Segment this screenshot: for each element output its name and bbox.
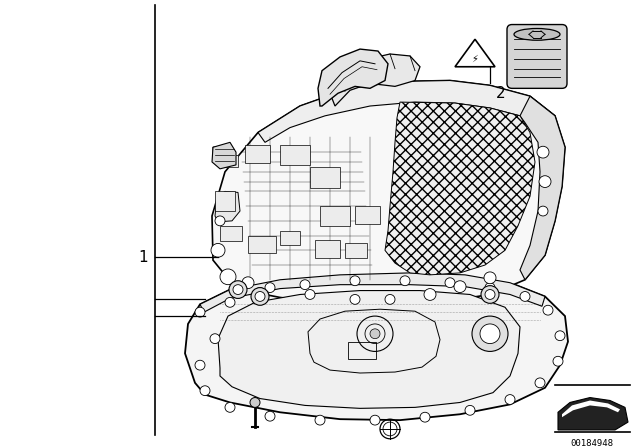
Bar [280,231,300,246]
Circle shape [251,288,269,305]
Polygon shape [520,96,565,280]
Circle shape [385,294,395,304]
Text: 1: 1 [138,250,148,265]
Bar [248,236,276,253]
Circle shape [350,294,360,304]
Circle shape [424,289,436,300]
Text: ⚡: ⚡ [472,54,479,64]
Circle shape [211,243,225,257]
Polygon shape [558,397,628,430]
Bar [280,145,310,165]
Polygon shape [213,145,232,167]
Circle shape [400,276,410,286]
Circle shape [465,405,475,415]
Polygon shape [318,49,388,106]
Circle shape [555,331,565,340]
Circle shape [265,283,275,293]
Circle shape [315,415,325,425]
Bar [245,145,270,163]
FancyBboxPatch shape [507,25,567,88]
Circle shape [535,378,545,388]
Circle shape [242,277,254,289]
Circle shape [445,278,455,288]
Text: 2: 2 [496,86,506,101]
Circle shape [225,402,235,412]
Circle shape [220,269,236,284]
Circle shape [520,292,530,302]
Circle shape [485,289,495,299]
Circle shape [485,283,495,293]
Circle shape [539,176,551,188]
Circle shape [481,286,499,303]
Circle shape [200,386,210,396]
Circle shape [370,415,380,425]
Polygon shape [185,273,568,420]
Circle shape [537,146,549,158]
Circle shape [454,281,466,293]
Polygon shape [562,401,620,417]
Circle shape [370,329,380,339]
Polygon shape [258,81,555,142]
Circle shape [233,284,243,294]
Circle shape [538,206,548,216]
Circle shape [250,397,260,407]
Circle shape [265,411,275,421]
Bar [320,206,350,226]
Polygon shape [330,54,420,106]
Polygon shape [215,191,240,222]
Circle shape [420,412,430,422]
Circle shape [195,360,205,370]
Bar [315,241,340,258]
Polygon shape [212,142,236,169]
Circle shape [215,216,225,226]
Bar [220,226,242,241]
Bar [215,191,235,211]
Bar [345,243,367,258]
Bar [355,206,380,224]
Bar [310,167,340,189]
Circle shape [210,334,220,344]
Circle shape [195,307,205,317]
Circle shape [300,280,310,289]
Circle shape [305,289,315,299]
Polygon shape [200,273,545,312]
Circle shape [255,288,265,297]
Circle shape [225,297,235,307]
Circle shape [472,316,508,351]
Circle shape [484,272,496,284]
Ellipse shape [514,29,560,40]
Circle shape [229,281,247,298]
Circle shape [543,305,553,315]
Text: 00184948: 00184948 [570,439,614,448]
Circle shape [350,276,360,286]
Circle shape [505,395,515,405]
Circle shape [255,292,265,302]
Circle shape [553,356,563,366]
Polygon shape [385,102,535,275]
Polygon shape [212,81,565,304]
Circle shape [480,324,500,344]
Bar [220,155,238,167]
Polygon shape [218,291,520,409]
Bar [348,342,376,359]
